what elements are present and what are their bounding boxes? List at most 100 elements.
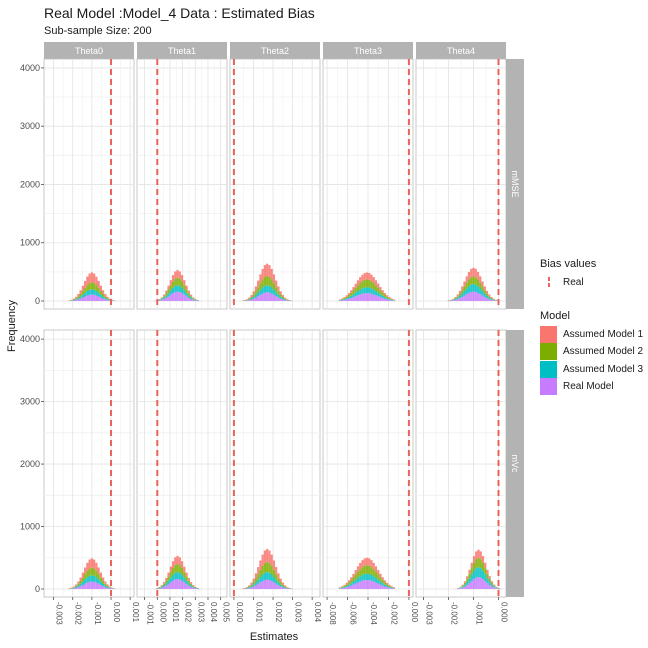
- hist-bar-assumed-model-1: [374, 566, 378, 572]
- hist-bar-real-model: [485, 298, 489, 301]
- hist-bar-real-model: [361, 293, 364, 301]
- x-tick-label: -0.002: [74, 602, 83, 625]
- legend-item-assumed-model-2: Assumed Model 2: [540, 343, 643, 361]
- facet-strip-theta3: [323, 42, 413, 59]
- hist-bar-assumed-model-2: [383, 295, 387, 298]
- hist-bar-assumed-model-2: [74, 585, 78, 587]
- hist-bar-real-model: [86, 295, 89, 301]
- hist-bar-assumed-model-2: [381, 580, 384, 584]
- hist-bar-real-model: [281, 299, 285, 301]
- hist-bar-assumed-model-1: [266, 263, 269, 276]
- hist-bar-assumed-model-3: [270, 287, 273, 294]
- hist-bar-assumed-model-3: [386, 585, 389, 588]
- hist-bar-assumed-model-1: [361, 560, 364, 568]
- hist-bar-assumed-model-1: [88, 273, 91, 284]
- hist-bar-assumed-model-3: [352, 581, 355, 585]
- hist-bar-assumed-model-2: [86, 570, 89, 578]
- hist-bar-assumed-model-3: [101, 296, 105, 299]
- hist-bar-assumed-model-3: [178, 572, 181, 580]
- hist-bar-assumed-model-3: [259, 289, 262, 295]
- hist-bar-assumed-model-1: [354, 570, 357, 575]
- hist-bar-assumed-model-3: [250, 586, 253, 588]
- hist-bar-assumed-model-2: [162, 296, 166, 298]
- hist-bar-assumed-model-2: [490, 298, 493, 299]
- panel-background: [136, 329, 228, 598]
- hist-bar-assumed-model-2: [475, 559, 478, 569]
- hist-bar-assumed-model-1: [95, 276, 98, 286]
- hist-bar-assumed-model-1: [492, 298, 495, 300]
- hist-bar-assumed-model-1: [458, 290, 462, 294]
- hist-bar-assumed-model-1: [268, 550, 271, 564]
- hist-bar-assumed-model-1: [356, 280, 360, 286]
- hist-bar-assumed-model-2: [189, 583, 193, 586]
- hist-bar-assumed-model-2: [365, 279, 369, 288]
- hist-bar-assumed-model-1: [277, 286, 280, 292]
- hist-bar-assumed-model-2: [86, 285, 89, 292]
- hist-bar-assumed-model-2: [381, 292, 384, 296]
- hist-bar-assumed-model-1: [372, 562, 375, 570]
- facet-strip-label: Theta1: [168, 46, 196, 56]
- hist-bar-assumed-model-3: [180, 574, 184, 581]
- hist-bar-real-model: [162, 586, 166, 589]
- hist-bar-real-model: [454, 299, 457, 301]
- hist-bar-assumed-model-2: [176, 277, 179, 286]
- hist-bar-assumed-model-1: [461, 286, 464, 291]
- hist-bar-real-model: [372, 294, 375, 301]
- hist-bar-real-model: [257, 583, 260, 589]
- hist-bar-real-model: [492, 300, 495, 301]
- hist-bar-assumed-model-2: [162, 583, 166, 586]
- facet-strip-label: Theta3: [354, 46, 382, 56]
- facet-strip-label: Theta0: [75, 46, 103, 56]
- x-tick-label: 0.001: [254, 602, 263, 623]
- hist-bar-assumed-model-3: [171, 287, 175, 294]
- hist-bar-assumed-model-1: [481, 556, 485, 563]
- hist-bar-assumed-model-1: [97, 280, 100, 288]
- hist-bar-assumed-model-3: [192, 299, 195, 300]
- hist-bar-assumed-model-3: [345, 585, 348, 588]
- hist-bar-assumed-model-3: [90, 289, 93, 295]
- x-tick-label: 0.004: [313, 602, 322, 623]
- hist-bar-assumed-model-1: [183, 280, 186, 286]
- hist-bar-real-model: [470, 291, 473, 301]
- hist-bar-real-model: [259, 294, 262, 301]
- legend-swatch: [540, 343, 557, 361]
- x-tick-label: 0.003: [196, 602, 205, 623]
- hist-bar-assumed-model-2: [259, 569, 262, 577]
- hist-bar-real-model: [277, 585, 280, 589]
- facet-strip-mmse: [506, 59, 524, 309]
- panel-background: [229, 329, 321, 598]
- hist-bar-assumed-model-2: [254, 291, 258, 295]
- hist-bar-assumed-model-1: [370, 274, 373, 282]
- hist-bar-assumed-model-1: [383, 580, 387, 583]
- hist-bar-assumed-model-3: [365, 573, 369, 580]
- legend-bias-title: Bias values: [540, 258, 597, 270]
- hist-bar-assumed-model-2: [390, 299, 393, 300]
- hist-bar-assumed-model-2: [248, 586, 251, 588]
- legend-dash-key: [540, 274, 557, 291]
- hist-bar-assumed-model-2: [180, 568, 184, 575]
- hist-bar-real-model: [377, 583, 380, 589]
- hist-bar-assumed-model-3: [180, 287, 184, 294]
- hist-bar-assumed-model-2: [275, 574, 278, 580]
- hist-bar-assumed-model-3: [359, 289, 362, 295]
- hist-bar-assumed-model-1: [363, 558, 366, 566]
- hist-bar-assumed-model-3: [467, 286, 471, 293]
- hist-bar-assumed-model-2: [178, 565, 181, 573]
- hist-bar-assumed-model-2: [72, 587, 75, 588]
- hist-bar-assumed-model-3: [390, 299, 393, 301]
- hist-bar-assumed-model-3: [162, 585, 166, 587]
- hist-bar-real-model: [284, 300, 287, 301]
- hist-bar-assumed-model-2: [277, 578, 280, 583]
- hist-bar-assumed-model-1: [272, 274, 276, 284]
- y-tick-label: 3000: [20, 121, 40, 131]
- facet-strip-theta2: [230, 42, 320, 59]
- y-tick-label: 1000: [20, 238, 40, 248]
- hist-bar-assumed-model-1: [187, 290, 190, 294]
- hist-bar-assumed-model-2: [180, 281, 184, 288]
- hist-bar-assumed-model-2: [388, 298, 391, 300]
- hist-bar-real-model: [254, 297, 258, 301]
- hist-bar-assumed-model-1: [167, 285, 170, 290]
- hist-bar-assumed-model-1: [248, 585, 251, 587]
- hist-bar-assumed-model-1: [352, 573, 355, 578]
- hist-bar-real-model: [99, 297, 102, 301]
